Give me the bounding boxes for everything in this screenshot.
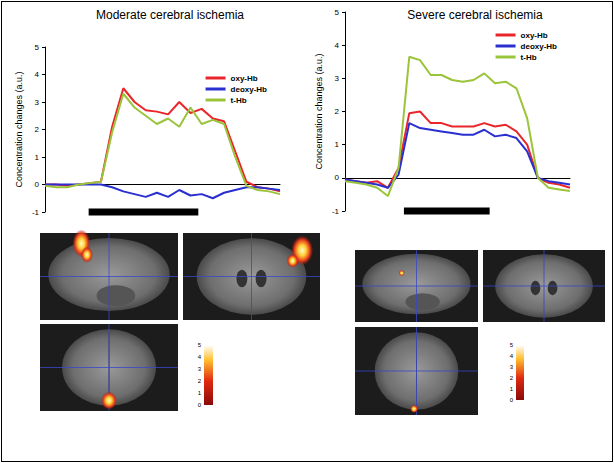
svg-text:1: 1: [35, 153, 40, 162]
svg-text:-1: -1: [32, 208, 40, 217]
svg-text:1: 1: [198, 390, 202, 396]
svg-text:Moderate cerebral ischemia: Moderate cerebral ischemia: [96, 8, 244, 22]
svg-text:5: 5: [35, 43, 40, 52]
svg-text:5: 5: [335, 8, 340, 17]
svg-text:oxy-Hb: oxy-Hb: [231, 74, 258, 83]
svg-text:2: 2: [198, 378, 202, 384]
svg-text:2: 2: [335, 107, 340, 116]
svg-text:4: 4: [335, 41, 340, 50]
svg-text:3: 3: [198, 366, 202, 372]
svg-text:4: 4: [198, 354, 202, 360]
svg-text:0: 0: [510, 397, 514, 403]
svg-text:Concentration changes (a.u.): Concentration changes (a.u.): [314, 53, 324, 169]
svg-text:deoxy-Hb: deoxy-Hb: [231, 85, 268, 94]
svg-text:t-Hb: t-Hb: [521, 53, 537, 62]
svg-text:1: 1: [510, 386, 514, 392]
svg-text:3: 3: [335, 74, 340, 83]
svg-text:2: 2: [35, 125, 40, 134]
svg-text:3: 3: [510, 364, 514, 370]
svg-text:0: 0: [198, 402, 202, 408]
svg-text:2: 2: [510, 375, 514, 381]
svg-text:5: 5: [510, 342, 514, 348]
svg-text:t-Hb: t-Hb: [231, 96, 247, 105]
svg-text:5: 5: [198, 342, 202, 348]
svg-text:4: 4: [510, 353, 514, 359]
svg-text:3: 3: [35, 98, 40, 107]
svg-text:4: 4: [35, 70, 40, 79]
svg-text:0: 0: [335, 173, 340, 182]
svg-text:Concentration changes (a.u.): Concentration changes (a.u.): [14, 71, 24, 187]
svg-text:0: 0: [35, 180, 40, 189]
svg-text:oxy-Hb: oxy-Hb: [521, 31, 548, 40]
svg-text:1: 1: [335, 140, 340, 149]
svg-text:Severe cerebral ischemia: Severe cerebral ischemia: [407, 8, 543, 22]
svg-text:-1: -1: [332, 207, 340, 216]
svg-text:deoxy-Hb: deoxy-Hb: [521, 42, 558, 51]
